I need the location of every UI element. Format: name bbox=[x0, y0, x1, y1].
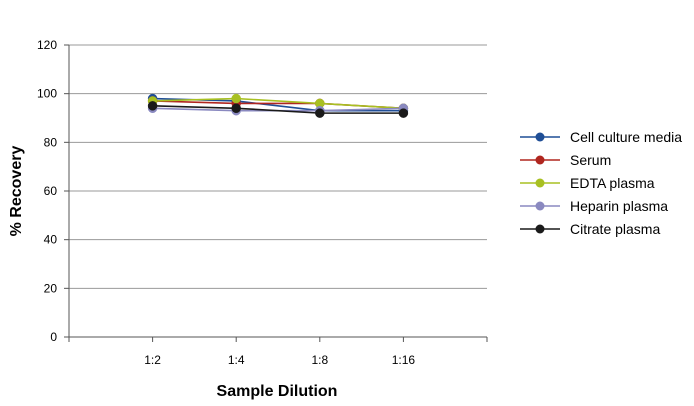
data-point bbox=[231, 93, 241, 104]
series-points bbox=[147, 93, 409, 118]
data-point bbox=[231, 103, 241, 114]
legend-marker bbox=[535, 155, 545, 165]
y-tick-label: 120 bbox=[37, 38, 57, 52]
data-point bbox=[398, 108, 409, 118]
data-point bbox=[315, 108, 325, 118]
legend-marker bbox=[535, 224, 545, 234]
legend-label: Heparin plasma bbox=[570, 198, 668, 214]
legend-marker bbox=[535, 178, 545, 188]
data-point bbox=[147, 101, 158, 111]
legend-item: Cell culture media bbox=[520, 129, 682, 145]
legend-item: Citrate plasma bbox=[520, 221, 660, 237]
y-tick-label: 100 bbox=[37, 87, 57, 101]
legend-marker bbox=[535, 201, 545, 211]
legend-label: EDTA plasma bbox=[570, 175, 655, 191]
y-axis-ticks: 0 20 40 60 80 100 120 bbox=[37, 38, 69, 344]
y-tick-label: 20 bbox=[44, 281, 58, 295]
gridlines bbox=[69, 44, 487, 289]
legend-item: Serum bbox=[520, 152, 611, 168]
x-tick-label: 1:4 bbox=[228, 353, 245, 367]
y-tick-label: 60 bbox=[44, 184, 58, 198]
x-axis-title: Sample Dilution bbox=[217, 383, 338, 400]
legend-marker bbox=[535, 132, 545, 142]
y-tick-label: 80 bbox=[44, 135, 58, 149]
y-tick-label: 40 bbox=[44, 233, 58, 247]
legend-label: Cell culture media bbox=[570, 129, 682, 145]
y-axis-title: % Recovery bbox=[8, 146, 25, 237]
legend-label: Citrate plasma bbox=[570, 221, 660, 237]
legend-item: Heparin plasma bbox=[520, 198, 668, 214]
x-tick-label: 1:2 bbox=[144, 353, 161, 367]
x-axis-ticks: 1:2 1:4 1:8 1:16 bbox=[68, 337, 488, 367]
series-lines bbox=[152, 97, 404, 114]
x-tick-label: 1:8 bbox=[311, 353, 328, 367]
series-line bbox=[152, 97, 404, 110]
series-line bbox=[152, 105, 404, 114]
legend: Cell culture media Serum EDTA plasma Hepari… bbox=[520, 129, 682, 237]
legend-item: EDTA plasma bbox=[520, 175, 655, 191]
legend-label: Serum bbox=[570, 152, 611, 168]
x-tick-label: 1:16 bbox=[392, 353, 416, 367]
y-tick-label: 0 bbox=[50, 330, 57, 344]
